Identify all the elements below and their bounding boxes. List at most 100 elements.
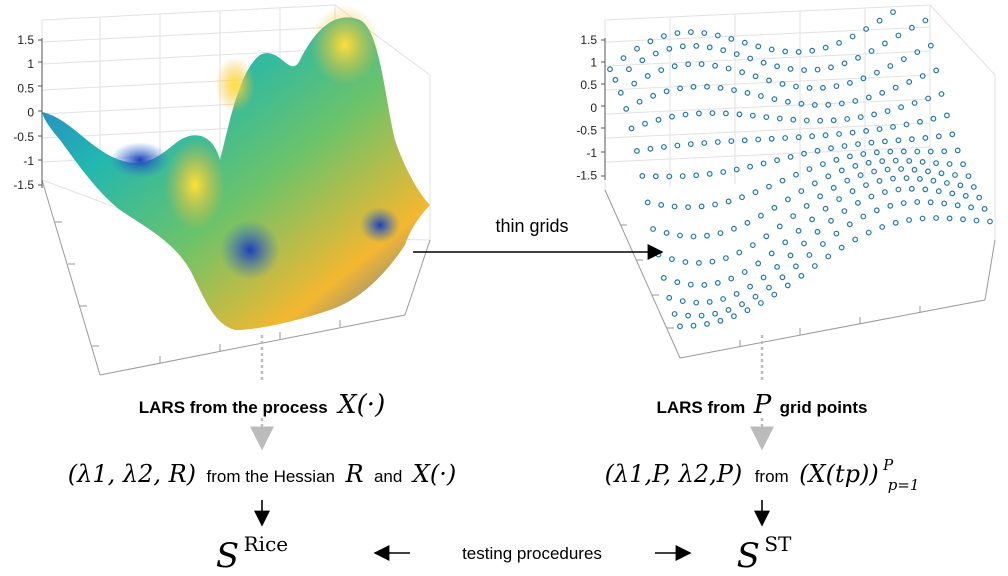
grid-point-214 <box>830 117 837 124</box>
grid-point-166 <box>820 241 826 247</box>
grid-point-66 <box>714 280 721 286</box>
grid-point-100 <box>712 62 718 69</box>
grid-point-242 <box>857 114 864 120</box>
left-surface-plot: 1.5 1 0.5 0 -0.5 -1 -1.5 <box>13 4 431 376</box>
grid-point-78 <box>717 230 724 237</box>
grid-point-266 <box>863 26 869 32</box>
grid-point-95 <box>747 283 753 290</box>
grid-point-26 <box>685 312 691 319</box>
grid-point-68 <box>725 307 732 313</box>
grid-point-240 <box>847 79 853 86</box>
grid-point-331 <box>976 194 983 201</box>
grid-point-132 <box>760 160 767 167</box>
grid-point-193 <box>841 208 848 215</box>
grid-point-158 <box>776 115 783 122</box>
grid-point-124 <box>779 274 786 281</box>
grid-point-10 <box>660 275 667 281</box>
grid-point-102 <box>723 110 729 117</box>
grid-point-238 <box>836 40 842 46</box>
grid-point-316 <box>952 172 958 178</box>
grid-point-83 <box>744 307 751 314</box>
grid-point-328 <box>960 161 966 168</box>
grid-point-264 <box>914 199 921 205</box>
right-lambda-tuple: (λ1,P, λ2,P) <box>605 460 743 488</box>
grid-point-186 <box>803 117 810 124</box>
grid-point-154 <box>755 43 762 50</box>
grid-point-4 <box>628 125 635 132</box>
grid-point-165 <box>814 228 821 235</box>
grid-point-138 <box>793 263 799 270</box>
grid-point-106 <box>744 219 751 226</box>
grid-point-150 <box>795 227 802 234</box>
grid-point-287 <box>914 148 921 155</box>
grid-point-190 <box>825 173 832 180</box>
right-result: S ST <box>737 532 792 576</box>
grid-point-259 <box>887 148 894 155</box>
grid-point-282 <box>887 63 894 69</box>
grid-point-54 <box>712 310 718 317</box>
grid-point-6 <box>639 172 646 179</box>
grid-point-75 <box>701 140 708 146</box>
right-line-sup: P <box>882 456 894 474</box>
grid-point-76 <box>706 170 713 177</box>
right-line-sub: p=1 <box>888 476 920 494</box>
grid-point-128 <box>739 69 745 76</box>
grid-point-133 <box>766 183 772 190</box>
grid-point-159 <box>782 135 789 141</box>
grid-point-216 <box>841 143 848 149</box>
grid-point-129 <box>744 89 751 96</box>
grid-point-261 <box>898 166 904 172</box>
grid-point-3 <box>623 105 630 112</box>
grid-point-96 <box>752 293 759 300</box>
grid-point-43 <box>652 50 659 57</box>
grid-point-318 <box>962 192 969 199</box>
grid-point-9 <box>655 251 662 258</box>
left-z-tick-1: 1 <box>27 57 34 71</box>
s-st-base: S <box>737 536 760 576</box>
grid-point-277 <box>922 186 929 193</box>
right-heading-math: P <box>753 390 772 420</box>
left-heading: LARS from the process X(·) <box>139 390 385 420</box>
s-rice-base: S <box>216 536 239 576</box>
grid-point-250 <box>900 200 907 207</box>
grid-point-112 <box>714 32 721 39</box>
grid-point-22 <box>663 229 670 236</box>
grid-point-275 <box>911 166 918 173</box>
grid-point-293 <box>946 215 953 222</box>
grid-point-38 <box>687 281 694 288</box>
grid-point-247 <box>884 166 891 173</box>
right-z-tick-2: 0.5 <box>580 78 597 92</box>
grid-point-296 <box>900 56 907 62</box>
grid-point-212 <box>820 84 826 91</box>
grid-point-89 <box>714 139 721 145</box>
grid-point-90 <box>720 169 727 175</box>
grid-point-184 <box>793 83 799 90</box>
grid-point-299 <box>917 118 923 125</box>
grid-point-225 <box>828 64 834 71</box>
grid-point-86 <box>698 61 705 67</box>
grid-point-246 <box>879 158 886 165</box>
left-heading-text: LARS from the process <box>139 398 328 417</box>
grid-point-115 <box>731 87 737 93</box>
grid-point-332 <box>981 205 988 212</box>
grid-point-188 <box>814 147 821 154</box>
grid-point-103 <box>728 138 735 145</box>
grid-point-40 <box>698 312 705 319</box>
grid-point-77 <box>712 201 718 208</box>
grid-point-8 <box>650 226 656 232</box>
grid-point-146 <box>774 157 780 164</box>
grid-point-82 <box>739 301 745 308</box>
grid-point-114 <box>725 65 732 72</box>
grid-point-5 <box>634 147 640 154</box>
grid-point-180 <box>833 230 840 237</box>
grid-point-326 <box>949 131 956 138</box>
grid-point-270 <box>884 108 891 114</box>
grid-point-294 <box>890 9 896 16</box>
grid-point-234 <box>876 177 883 184</box>
grid-point-97 <box>758 300 764 306</box>
grid-point-2 <box>617 89 624 96</box>
grid-point-289 <box>925 168 931 175</box>
grid-point-187 <box>809 133 815 140</box>
grid-point-210 <box>809 47 816 54</box>
grid-point-123 <box>774 264 780 270</box>
